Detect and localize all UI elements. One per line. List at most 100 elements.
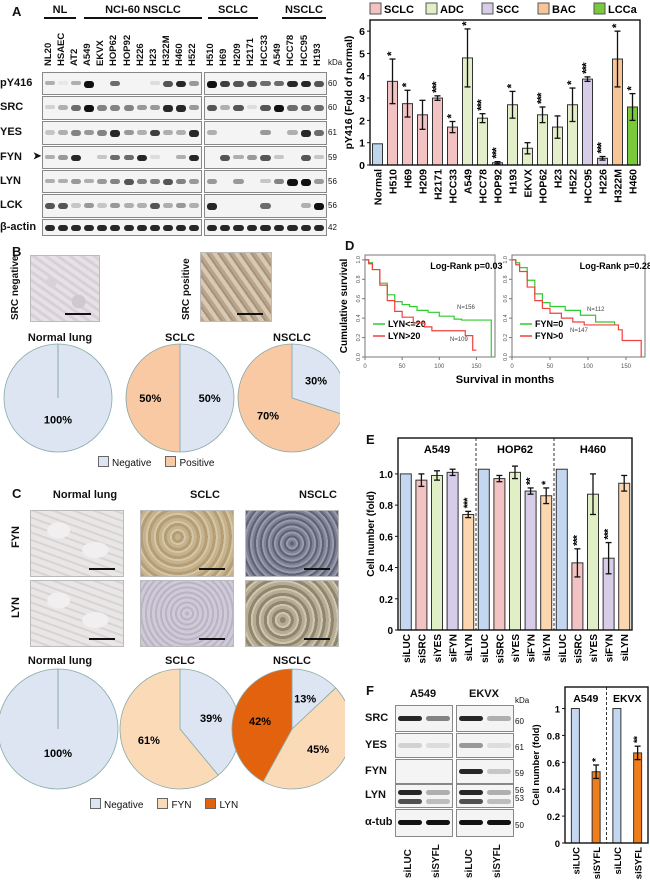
scale-bar — [199, 638, 225, 640]
blot-strip — [42, 121, 202, 145]
protein-band — [97, 224, 108, 232]
protein-band — [57, 130, 68, 135]
blot-strip — [395, 705, 453, 732]
protein-band — [219, 80, 231, 87]
pie-label: 50% — [199, 393, 221, 405]
n-label: N=109 — [450, 337, 469, 343]
lane-label: HSAEC — [55, 32, 67, 66]
protein-band — [189, 105, 200, 111]
blot-strip — [42, 96, 202, 120]
protein-band — [44, 105, 55, 110]
panel-a-western-blot: NL NCI-60 NSCLC SCLC NSCLC NL20 HSAEC AT2 A549 E… — [0, 0, 342, 240]
blot-strip — [204, 219, 327, 236]
scale-bar — [304, 638, 330, 640]
protein-band — [287, 105, 298, 111]
x-tick-label: siSYFL — [592, 847, 603, 879]
y-tick-label: 1 — [555, 705, 561, 716]
legend-label: LYN — [219, 800, 239, 811]
ihc-image — [245, 510, 339, 577]
protein-band — [136, 203, 147, 208]
x-tick-label: 150 — [621, 364, 632, 370]
pie-label: 13% — [294, 694, 316, 706]
protein-band — [206, 130, 217, 135]
y-tick-label: 0.8 — [356, 275, 362, 283]
protein-band — [273, 178, 285, 184]
y-axis-label: Cell number (fold) — [531, 724, 542, 805]
protein-band — [97, 130, 108, 136]
scale-bar — [199, 568, 225, 570]
protein-band — [233, 105, 244, 112]
protein-band — [70, 80, 81, 86]
protein-band — [300, 154, 312, 161]
kda-marker: 61 — [515, 743, 524, 752]
x-tick-label: HCC78 — [478, 169, 490, 204]
protein-band — [189, 203, 200, 208]
plot-frame — [364, 254, 496, 358]
blot-strip — [395, 733, 453, 758]
y-tick-label: 0.6 — [547, 758, 560, 769]
panel-f-western-blot: A549 EKVX kDa SRC YES FYN LYN α-tub 60 61 59 56 53 50… — [360, 680, 535, 881]
lane-label: A549 — [271, 43, 283, 66]
legend-label: Negative — [112, 458, 152, 469]
row-label: LCK — [0, 199, 23, 211]
lane-label: H209 — [231, 43, 243, 66]
row-label: FYN — [0, 150, 22, 163]
pie-slice — [179, 343, 235, 453]
significance-marker: ** — [632, 735, 644, 743]
significance-marker: *** — [597, 142, 609, 154]
protein-band — [44, 224, 55, 232]
protein-band — [136, 105, 147, 111]
y-tick-label: 5 — [359, 48, 365, 60]
ihc-image — [140, 580, 234, 647]
significance-marker: *** — [571, 534, 583, 546]
lane-label: AT2 — [68, 48, 80, 66]
protein-band — [287, 130, 298, 135]
protein-band — [110, 224, 121, 232]
x-tick-label: HOP92 — [493, 169, 505, 204]
significance-marker: * — [590, 757, 602, 762]
panel-label-a: A — [12, 4, 22, 19]
protein-band — [123, 203, 134, 208]
panel-group-label: A549 — [424, 444, 450, 456]
y-tick-label: 1 — [359, 138, 365, 150]
lane-label: siLUC — [464, 849, 475, 878]
protein-band — [176, 154, 187, 160]
blot-strip — [395, 759, 453, 784]
protein-band — [189, 224, 200, 232]
panel-group-label: H460 — [580, 444, 606, 456]
protein-band — [398, 790, 422, 795]
protein-band — [300, 80, 312, 88]
blot-strip — [42, 72, 202, 95]
y-tick-label: 0.6 — [379, 532, 393, 543]
protein-band — [314, 224, 325, 232]
x-tick-label: A549 — [463, 169, 475, 194]
protein-band — [314, 105, 325, 111]
plot-frame — [397, 437, 633, 631]
ihc-image — [140, 510, 234, 577]
protein-band — [110, 80, 121, 87]
pie-label: 50% — [139, 393, 161, 405]
column-label: EKVX — [469, 688, 499, 700]
bar — [493, 478, 506, 631]
x-tick-label: H69 — [403, 169, 415, 188]
protein-band — [176, 130, 187, 135]
y-tick-label: 0.6 — [356, 295, 362, 303]
significance-marker: * — [387, 51, 399, 56]
protein-band — [206, 105, 217, 112]
protein-band — [110, 154, 121, 161]
protein-band — [314, 178, 325, 184]
kda-unit: kDa — [515, 696, 530, 705]
pie-slice — [231, 668, 293, 783]
protein-band — [97, 203, 108, 208]
protein-band — [459, 715, 483, 721]
pie-title: NSCLC — [273, 332, 311, 344]
legend-item: Negative — [90, 798, 143, 811]
x-tick-label: 50 — [547, 364, 554, 370]
legend-label: LYN<=20 — [388, 319, 426, 329]
protein-band — [110, 203, 121, 209]
blot-strip — [456, 733, 514, 758]
pie-slice — [125, 343, 181, 453]
protein-band — [287, 80, 298, 88]
protein-band — [136, 178, 147, 184]
protein-band — [123, 130, 134, 136]
